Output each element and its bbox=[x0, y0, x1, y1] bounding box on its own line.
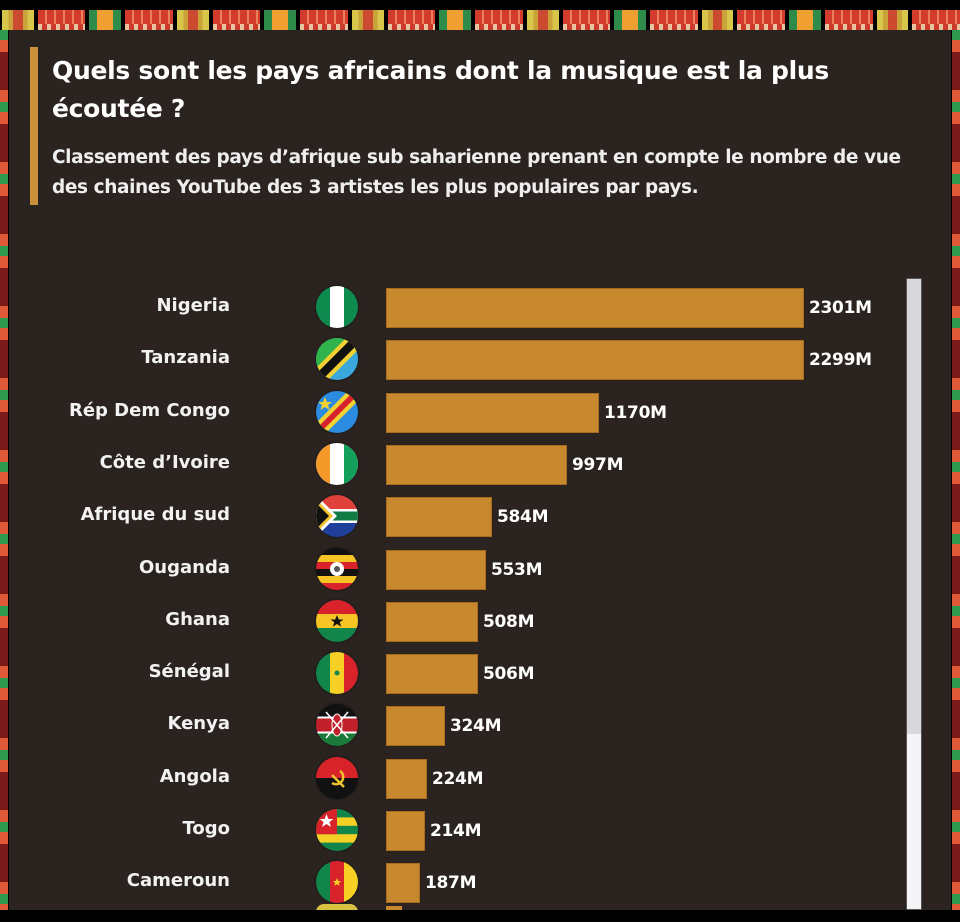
drc-flag-icon bbox=[316, 390, 358, 433]
value-bar bbox=[386, 497, 492, 538]
kente-top-border bbox=[0, 10, 960, 30]
value-label: 2299M bbox=[809, 350, 872, 371]
title-accent-bar bbox=[30, 47, 38, 205]
scrollbar[interactable] bbox=[906, 278, 922, 910]
country-label: Angola bbox=[159, 765, 230, 787]
partial-bar bbox=[386, 906, 402, 911]
value-bar bbox=[386, 601, 478, 642]
value-bar bbox=[386, 549, 486, 590]
senegal-flag-icon bbox=[316, 652, 358, 695]
country-label: Togo bbox=[182, 818, 230, 839]
value-bar bbox=[386, 444, 567, 485]
value-bar bbox=[386, 863, 420, 904]
country-label: Ouganda bbox=[139, 556, 230, 578]
cameroon-flag-icon bbox=[316, 861, 358, 904]
chart-row: Kenya 324M bbox=[0, 702, 960, 747]
chart-row: Ouganda 553M bbox=[0, 546, 960, 590]
value-bar bbox=[386, 706, 445, 747]
kente-left-border bbox=[0, 30, 8, 922]
value-bar bbox=[386, 811, 425, 851]
partial-flag-icon bbox=[316, 904, 358, 912]
value-bar bbox=[386, 340, 804, 381]
nigeria-flag-icon bbox=[316, 286, 358, 328]
chart-row: Tanzania 2299M bbox=[0, 336, 960, 381]
country-label: Kenya bbox=[167, 713, 230, 735]
value-label: 2301M bbox=[809, 298, 872, 318]
country-label: Tanzania bbox=[141, 347, 230, 369]
value-label: 997M bbox=[572, 454, 624, 475]
value-label: 187M bbox=[425, 873, 477, 894]
value-label: 508M bbox=[483, 611, 535, 632]
chart-row: Angola 224M bbox=[0, 755, 960, 799]
chart-row: Rép Dem Congo 1170M bbox=[0, 389, 960, 433]
value-label: 553M bbox=[491, 559, 543, 580]
kente-right-border bbox=[952, 30, 960, 922]
country-label: Rép Dem Congo bbox=[68, 399, 230, 421]
chart-row: Afrique du sud 584M bbox=[0, 493, 960, 538]
value-label: 1170M bbox=[604, 402, 667, 423]
tanzania-flag-icon bbox=[316, 338, 358, 381]
value-bar bbox=[386, 758, 427, 799]
togo-flag-icon bbox=[316, 809, 358, 851]
value-label: 506M bbox=[483, 664, 535, 685]
country-label: Ghana bbox=[165, 608, 230, 630]
chart-row: Sénégal 506M bbox=[0, 650, 960, 695]
ghana-flag-icon bbox=[316, 599, 358, 642]
value-label: 214M bbox=[430, 821, 482, 841]
value-label: 224M bbox=[432, 768, 484, 789]
chart-row: Togo 214M bbox=[0, 807, 960, 851]
south-africa-flag-icon bbox=[316, 495, 358, 538]
value-bar bbox=[386, 288, 804, 328]
chart-title: Quels sont les pays africains dont la mu… bbox=[52, 56, 829, 123]
angola-flag-icon bbox=[316, 756, 358, 799]
country-label: Afrique du sud bbox=[80, 504, 230, 526]
country-label: Sénégal bbox=[148, 661, 230, 683]
value-bar bbox=[386, 392, 599, 433]
chart-row: Cameroun 187M bbox=[0, 859, 960, 904]
chart-subtitle: Classement des pays d’afrique sub sahari… bbox=[52, 147, 901, 198]
country-label: Nigeria bbox=[156, 295, 230, 316]
country-label: Côte d’Ivoire bbox=[99, 451, 230, 473]
bottom-edge bbox=[0, 910, 960, 922]
chart-row: Ghana 508M bbox=[0, 598, 960, 642]
uganda-flag-icon bbox=[316, 547, 358, 590]
chart-row: Côte d’Ivoire 997M bbox=[0, 441, 960, 485]
value-label: 584M bbox=[497, 507, 549, 528]
value-bar bbox=[386, 654, 478, 695]
chart-row: Nigeria 2301M bbox=[0, 284, 960, 328]
scrollbar-thumb[interactable] bbox=[907, 734, 921, 909]
value-label: 324M bbox=[450, 716, 502, 737]
country-label: Cameroun bbox=[126, 870, 230, 892]
kenya-flag-icon bbox=[316, 704, 358, 747]
cote-divoire-flag-icon bbox=[316, 442, 358, 485]
